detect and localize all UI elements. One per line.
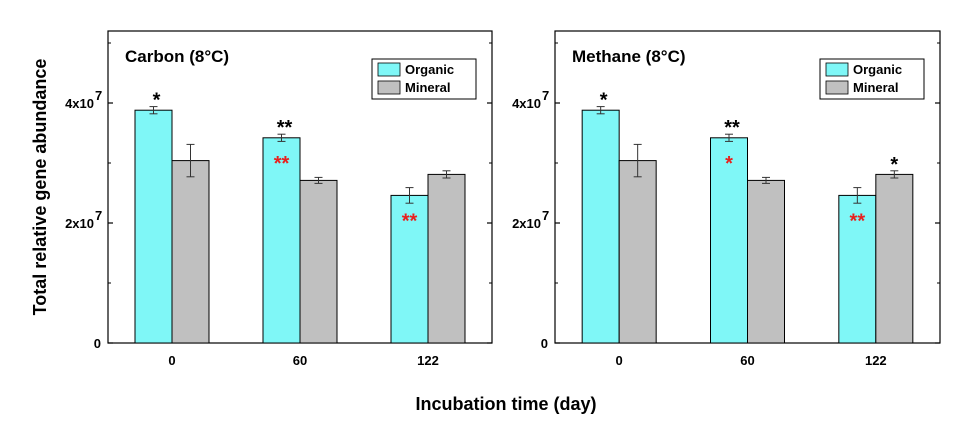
- bar-mineral: [618, 160, 657, 344]
- legend-swatch-mineral: [377, 80, 401, 95]
- y-tick-exponent: 7: [95, 88, 102, 103]
- bar-mineral: [171, 160, 210, 344]
- x-tick-label: 122: [865, 353, 887, 368]
- legend-label: Mineral: [853, 80, 899, 95]
- significance-star: **: [850, 210, 866, 232]
- panel-title: Methane (8°C): [572, 47, 686, 66]
- x-tick-label: 60: [740, 353, 754, 368]
- bar-organic: [581, 109, 620, 344]
- significance-star: **: [724, 117, 740, 139]
- legend-swatch-organic: [377, 62, 401, 77]
- legend-label: Organic: [405, 62, 454, 77]
- y-tick-label: 0: [541, 336, 548, 351]
- significance-star: *: [890, 154, 898, 176]
- bar-mineral: [427, 173, 466, 344]
- y-tick-label: 2x10: [512, 216, 541, 231]
- panel-title: Carbon (8°C): [125, 47, 229, 66]
- legend-swatch-mineral: [825, 80, 849, 95]
- bar-mineral: [299, 179, 338, 344]
- y-tick-label: 0: [94, 336, 101, 351]
- x-tick-label: 60: [293, 353, 307, 368]
- significance-star: **: [402, 210, 418, 232]
- significance-star: *: [600, 90, 608, 112]
- bar-mineral: [747, 179, 785, 344]
- bar-organic: [134, 109, 173, 344]
- x-tick-label: 0: [168, 353, 175, 368]
- significance-star: *: [153, 90, 161, 112]
- significance-star: **: [274, 153, 290, 175]
- y-tick-label: 2x10: [65, 216, 94, 231]
- y-axis-title: Total relative gene abundance: [30, 59, 50, 316]
- x-tick-label: 0: [616, 353, 623, 368]
- significance-star: **: [277, 117, 293, 139]
- legend-label: Organic: [853, 62, 902, 77]
- y-tick-label: 4x10: [512, 96, 541, 111]
- bar-mineral: [875, 173, 914, 344]
- legend-swatch-organic: [825, 62, 849, 77]
- y-tick-exponent: 7: [95, 208, 102, 223]
- significance-star: *: [725, 153, 733, 175]
- y-tick-exponent: 7: [542, 88, 549, 103]
- bar-organic: [838, 194, 877, 344]
- y-tick-label: 4x10: [65, 96, 94, 111]
- legend-label: Mineral: [405, 80, 451, 95]
- y-tick-exponent: 7: [542, 208, 549, 223]
- x-axis-title: Incubation time (day): [415, 394, 596, 414]
- x-tick-label: 122: [417, 353, 439, 368]
